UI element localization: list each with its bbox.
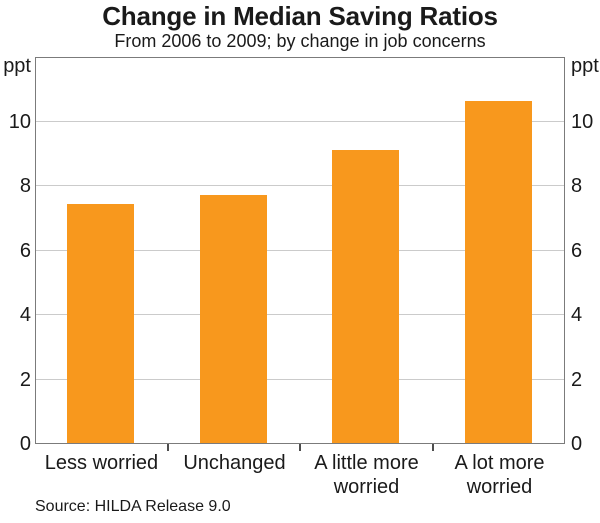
- gridline-10: [36, 120, 564, 122]
- gridline-6: [36, 249, 564, 251]
- y-tick-label-left-10: 10: [8, 111, 31, 133]
- y-tick-label-left-4: 4: [19, 304, 31, 326]
- x-axis-tick-2: [299, 444, 301, 451]
- y-axis-unit-right: ppt: [571, 55, 599, 77]
- bar-unchanged: [200, 195, 267, 443]
- x-label-unchanged: Unchanged: [183, 452, 286, 474]
- bar-less-worried: [67, 204, 134, 443]
- gridline-4: [36, 314, 564, 315]
- y-tick-label-left-6: 6: [19, 240, 31, 262]
- chart-subtitle: From 2006 to 2009; by change in job conc…: [114, 31, 486, 51]
- y-tick-label-right-4: 4: [571, 304, 583, 326]
- gridline-8: [36, 185, 564, 186]
- x-axis-tick-3: [432, 444, 434, 451]
- y-tick-label-left-2: 2: [19, 369, 31, 391]
- x-axis-tick-1: [167, 444, 169, 451]
- gridline-2: [36, 378, 564, 380]
- x-label-a-little-more-worried: A little more worried: [314, 452, 419, 498]
- y-axis-unit-left: ppt: [3, 55, 31, 77]
- y-tick-label-left-0: 0: [19, 433, 31, 455]
- plot-area: [35, 57, 565, 444]
- x-label-less-worried: Less worried: [44, 452, 159, 474]
- y-tick-label-right-2: 2: [571, 369, 583, 391]
- source-note: Source: HILDA Release 9.0: [35, 498, 231, 515]
- bar-a-little-more-worried: [332, 150, 399, 443]
- chart-title: Change in Median Saving Ratios: [102, 1, 498, 31]
- y-tick-label-left-8: 8: [19, 175, 31, 197]
- y-tick-label-right-8: 8: [571, 175, 583, 197]
- y-tick-label-right-0: 0: [571, 433, 583, 455]
- y-tick-label-right-6: 6: [571, 240, 583, 262]
- bar-a-lot-more-worried: [465, 101, 532, 443]
- x-label-a-lot-more-worried: A lot more worried: [454, 452, 545, 498]
- y-tick-label-right-10: 10: [571, 111, 594, 133]
